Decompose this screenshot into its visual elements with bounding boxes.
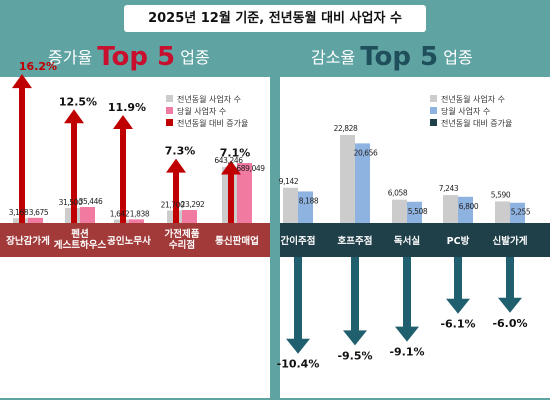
decrease-category-label: PC방 <box>447 235 470 247</box>
decrease-bar-prev <box>340 135 355 223</box>
decrease-rate-arrow <box>286 257 310 354</box>
decrease-legend-swatch-2 <box>430 119 437 126</box>
decrease-value-prev: 6,058 <box>388 189 408 198</box>
increase-value-prev: 21,700 <box>161 200 185 209</box>
decrease-legend-swatch-0 <box>430 95 437 102</box>
increase-value-prev: 1,642 <box>110 210 130 219</box>
decrease-value-curr: 8,188 <box>299 196 319 205</box>
increase-category-label: 펜션 <box>71 228 88 240</box>
decrease-rate-label: -9.1% <box>389 346 424 359</box>
decrease-bar-prev <box>392 199 407 223</box>
decrease-value-prev: 5,590 <box>491 190 511 199</box>
decrease-rate-arrow <box>446 257 470 314</box>
decrease-rate-label: -9.5% <box>337 349 372 362</box>
decrease-rate-arrow <box>395 257 419 342</box>
right-heading: 감소율 Top 5 업종 <box>311 40 473 74</box>
increase-category-label: 공인노무사 <box>107 235 151 247</box>
increase-category-label: 수리점 <box>169 239 195 251</box>
decrease-value-prev: 7,243 <box>439 184 459 193</box>
right-heading-big: Top 5 <box>360 42 439 72</box>
increase-value-curr: 35,446 <box>79 197 103 206</box>
decrease-bar-prev <box>495 201 510 223</box>
increase-value-prev: 31,500 <box>59 198 83 207</box>
decrease-category-label: 간이주점 <box>281 235 316 247</box>
increase-legend-swatch-2 <box>166 119 173 126</box>
decrease-value-curr: 5,508 <box>408 207 428 216</box>
increase-rate-arrow <box>113 114 133 223</box>
decrease-bar-curr <box>355 143 370 223</box>
increase-legend-label-2: 전년동월 대비 증가율 <box>177 118 248 128</box>
increase-value-curr: 3,675 <box>29 208 49 217</box>
increase-category-band <box>0 223 270 257</box>
decrease-value-curr: 6,800 <box>459 202 479 211</box>
increase-bar-curr <box>237 163 252 223</box>
decrease-legend-swatch-1 <box>430 107 437 114</box>
left-heading-post: 업종 <box>175 48 210 67</box>
increase-value-prev: 643,246 <box>214 156 243 165</box>
increase-rate-arrow <box>12 74 32 223</box>
decrease-value-prev: 9,142 <box>279 177 299 186</box>
decrease-category-label: 신발가게 <box>493 235 528 247</box>
decrease-category-label: 호프주점 <box>338 235 373 247</box>
left-heading-big: Top 5 <box>97 42 176 72</box>
right-heading-pre: 감소율 <box>311 48 361 67</box>
increase-value-curr: 689,049 <box>236 164 265 173</box>
increase-rate-label: 7.3% <box>165 145 196 158</box>
page-title: 2025년 12월 기준, 전년동월 대비 사업자 수 <box>124 5 426 32</box>
increase-rate-label: 11.9% <box>108 101 146 114</box>
increase-rate-label: 12.5% <box>59 95 97 108</box>
decrease-bar-curr <box>458 196 473 223</box>
increase-category-label: 가전제품 <box>165 228 200 240</box>
decrease-rate-label: -10.4% <box>277 358 320 371</box>
increase-rate-label: 7.1% <box>220 147 251 160</box>
decrease-category-label: 독서실 <box>394 235 420 247</box>
decrease-rate-arrow <box>343 257 367 346</box>
increase-legend-swatch-1 <box>166 107 173 114</box>
increase-category-label: 통신판매업 <box>215 235 259 247</box>
increase-value-curr: 1,838 <box>130 209 150 218</box>
decrease-rate-arrow <box>498 257 522 313</box>
decrease-bar-curr <box>298 191 313 223</box>
decrease-value-prev: 22,828 <box>334 124 358 133</box>
decrease-legend-label-2: 전년동월 대비 증가율 <box>441 118 512 128</box>
increase-legend-swatch-0 <box>166 95 173 102</box>
increase-rate-label: 16.2% <box>19 60 57 73</box>
right-heading-post: 업종 <box>438 48 473 67</box>
increase-value-curr: 23,292 <box>181 200 205 209</box>
increase-legend-label-1: 당월 사업자 수 <box>177 106 226 116</box>
decrease-rate-label: -6.0% <box>492 317 527 330</box>
left-heading-pre: 증가율 <box>48 48 98 67</box>
decrease-legend-label-0: 전년동월 사업자 수 <box>441 94 505 104</box>
increase-bar-curr <box>28 217 43 223</box>
decrease-bar-curr <box>407 201 422 223</box>
decrease-category-band <box>280 223 550 257</box>
left-heading: 증가율 Top 5 업종 <box>48 40 210 74</box>
decrease-value-curr: 5,255 <box>511 208 531 217</box>
decrease-rate-label: -6.1% <box>440 318 475 331</box>
increase-value-prev: 3,168 <box>9 208 29 217</box>
increase-legend-label-0: 전년동월 사업자 수 <box>177 94 241 104</box>
increase-rate-arrow <box>221 160 241 223</box>
increase-bar-curr <box>182 210 197 223</box>
decrease-value-curr: 20,656 <box>354 148 378 157</box>
increase-rate-arrow <box>64 109 84 223</box>
decrease-legend-label-1: 당월 사업자 수 <box>441 106 490 116</box>
increase-category-label: 게스트하우스 <box>54 239 107 251</box>
increase-bar-curr <box>129 219 144 223</box>
increase-bar-curr <box>80 207 95 223</box>
increase-rate-arrow <box>166 158 186 223</box>
decrease-bar-prev <box>443 195 458 223</box>
increase-category-label: 장난감가게 <box>6 235 50 247</box>
decrease-bar-prev <box>283 187 298 223</box>
decrease-bar-curr <box>510 202 525 223</box>
